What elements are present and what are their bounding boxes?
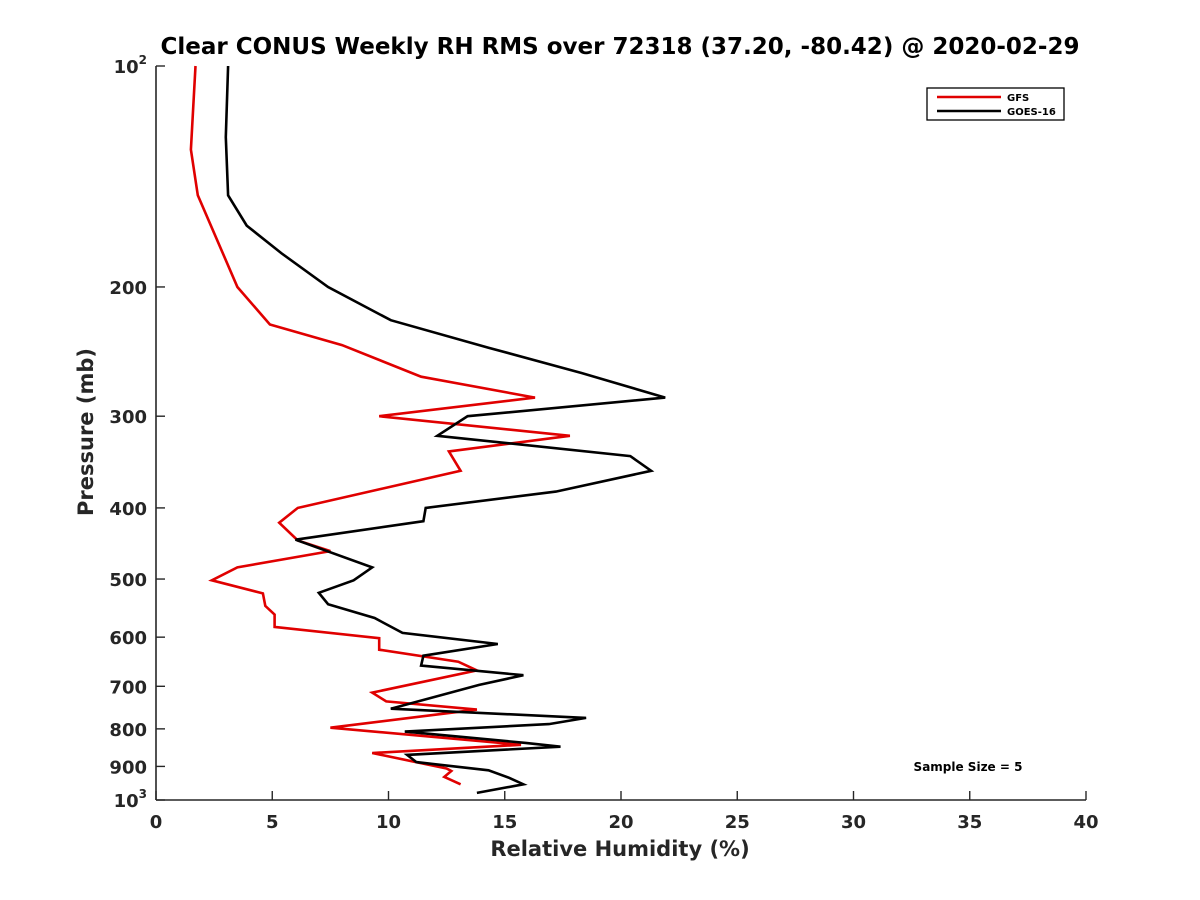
plot-area: 0 5 10 15 20 25 30 35 40 10220030040050060070080…	[109, 53, 1098, 833]
x-tick-label: 15	[492, 812, 517, 833]
chart-title: Clear CONUS Weekly RH RMS over 72318 (37…	[161, 34, 1080, 60]
y-tick-label: 800	[109, 720, 147, 741]
x-tick-label: 25	[725, 812, 750, 833]
series-line-gfs	[189, 65, 571, 786]
legend-box	[926, 87, 1065, 121]
y-tick-base: 10	[114, 791, 139, 812]
y-tick-base: 10	[114, 57, 139, 78]
legend-label: GFS	[1007, 93, 1029, 104]
y-tick-label: 200	[109, 278, 147, 299]
legend-label: GOES-16	[1007, 107, 1056, 118]
y-tick-label: 900	[109, 757, 147, 778]
x-tick-label: 20	[608, 812, 633, 833]
x-ticks: 0 5 10 15 20 25 30 35 40	[150, 791, 1099, 833]
x-tick-label: 0	[150, 812, 163, 833]
y-tick-label: 700	[109, 677, 147, 698]
y-tick-label: 400	[109, 499, 147, 520]
x-tick-label: 5	[266, 812, 279, 833]
y-tick-label: 102	[114, 53, 147, 78]
x-axis-label: Relative Humidity (%)	[490, 837, 749, 861]
series-layer	[189, 65, 666, 795]
sample-size-annotation: Sample Size = 5	[914, 760, 1023, 774]
series-line-goes-16	[224, 65, 666, 795]
y-tick-exponent: 2	[139, 53, 147, 67]
x-tick-label: 30	[841, 812, 866, 833]
x-tick-label: 40	[1073, 812, 1098, 833]
y-tick-label: 500	[109, 570, 147, 591]
legend: GFS GOES-16	[926, 87, 1065, 121]
y-tick-label: 103	[114, 787, 147, 812]
y-tick-label: 600	[109, 628, 147, 649]
x-tick-label: 10	[376, 812, 401, 833]
y-tick-label: 300	[109, 407, 147, 428]
legend-entries: GFS GOES-16	[937, 93, 1056, 118]
y-axis-label: Pressure (mb)	[74, 348, 98, 516]
y-tick-exponent: 3	[139, 787, 147, 801]
x-tick-label: 35	[957, 812, 982, 833]
